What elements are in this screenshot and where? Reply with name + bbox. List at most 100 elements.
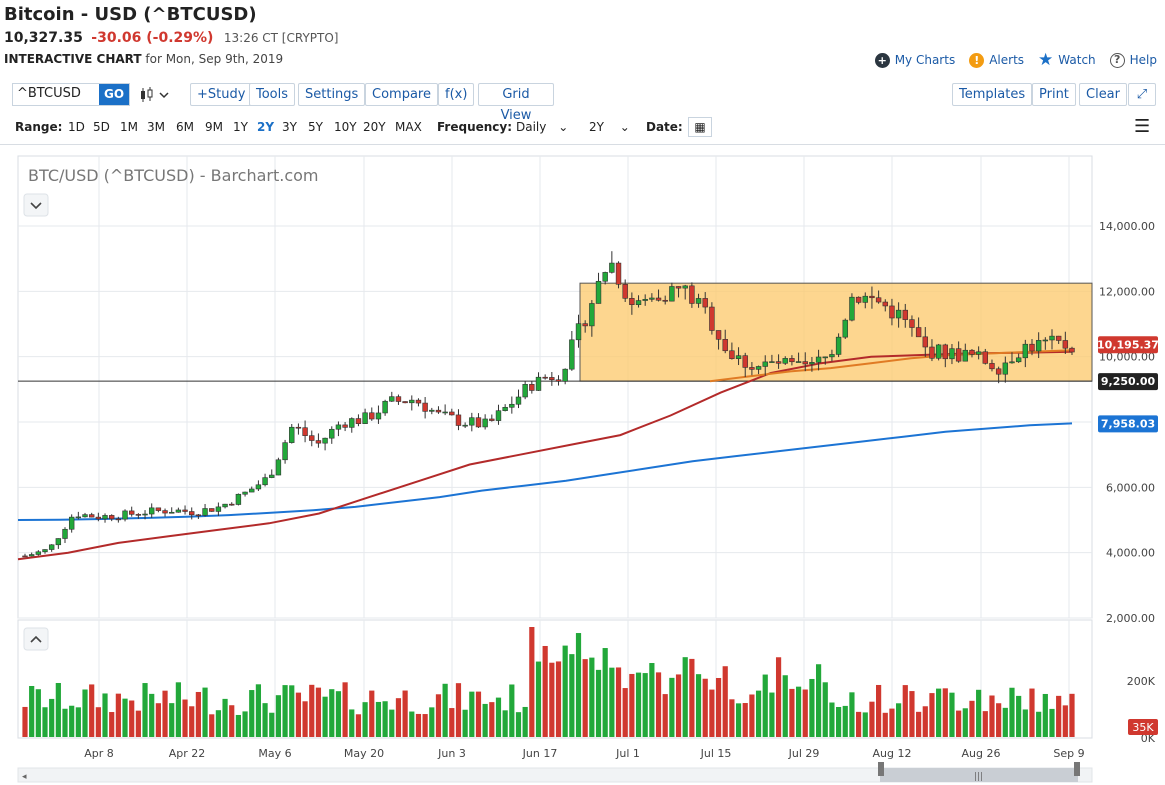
volume-bar [855,711,862,737]
volume-bar [122,698,128,737]
candle [549,372,555,386]
candle-body [515,396,522,405]
candle-body [449,411,455,416]
x-tick-label: Sep 9 [1053,747,1084,760]
candle-body [642,299,648,301]
date-picker[interactable]: ▦ [688,117,712,137]
candle-body [322,437,328,444]
range-label: Range: [15,120,63,134]
volume-bar [929,693,935,737]
volume-bar [169,703,175,737]
candle [715,330,722,350]
tools-button[interactable]: Tools [249,83,296,106]
study-button[interactable]: +Study [190,83,253,106]
candle [202,503,208,517]
volume-bar [402,690,408,737]
candle-body [909,319,915,328]
expand-volume-button[interactable] [23,627,49,651]
volume-bar [489,702,495,737]
volume-bar [322,696,328,737]
popout-button[interactable]: ⤢ [1128,83,1156,106]
candle [815,349,822,371]
volume-bar [335,691,342,737]
volume-bar [902,685,908,737]
candle [515,389,522,409]
scrollbar[interactable]: ◂ ||| [17,762,1093,783]
range-3y[interactable]: 3Y [282,120,297,134]
candle [42,549,48,554]
collapse-button[interactable] [23,193,49,217]
candle-body [915,327,922,338]
range-10y[interactable]: 10Y [334,120,357,134]
candle [375,405,382,424]
watch-link[interactable]: ★ Watch [1038,50,1096,70]
candle-body [455,414,462,426]
range-2y[interactable]: 2Y [257,120,275,134]
function-button[interactable]: f(x) [438,83,475,106]
symbol-input[interactable]: ^BTCUSD GO [12,83,130,106]
clear-button[interactable]: Clear [1079,83,1127,106]
grid-view-button[interactable]: Grid View [478,83,554,123]
range-5y[interactable]: 5Y [308,120,323,134]
candle [108,514,115,522]
volume-bar [942,688,948,737]
range-5d[interactable]: 5D [93,120,110,134]
settings-button[interactable]: Settings [298,83,366,106]
frequency-dropdown[interactable]: Daily ⌄ [516,120,568,134]
candle-body [602,272,608,282]
candle [182,505,188,515]
scroll-left-icon[interactable]: ◂ [22,772,27,782]
y-tick-label: 4,000.00 [1106,547,1155,560]
scroll-handle-right[interactable] [1074,762,1080,776]
scroll-handle-left[interactable] [878,762,884,776]
volume-bar [735,703,742,737]
templates-button[interactable]: Templates [952,83,1033,106]
volume-bar [962,708,968,737]
candle [462,422,468,429]
volume-bar [662,694,668,737]
watch-label: Watch [1058,53,1096,67]
range-9m[interactable]: 9M [205,120,223,134]
volume-bar [829,702,835,737]
candle [829,349,835,362]
range-max[interactable]: MAX [395,120,422,134]
candle-body [755,366,762,370]
volume-bar [222,698,228,737]
volume-bar [595,669,602,737]
alerts-link[interactable]: ! Alerts [969,50,1024,70]
volume-bar [235,714,242,737]
volume-bar [549,662,555,737]
my-charts-link[interactable]: + My Charts [874,50,955,70]
range-1m[interactable]: 1M [120,120,138,134]
y-tick-label: 2,000.00 [1106,612,1155,625]
candle [722,329,728,354]
volume-bar [876,684,882,737]
volume-bar [722,666,728,737]
candle-body [209,508,215,512]
go-button[interactable]: GO [99,84,129,105]
period-dropdown[interactable]: 2Y ⌄ [589,120,630,134]
range-6m[interactable]: 6M [176,120,194,134]
range-1y[interactable]: 1Y [233,120,248,134]
chart-type-dropdown[interactable] [138,86,178,104]
candle-body [789,358,795,363]
volume-bar [95,707,101,737]
price-chart[interactable]: BTC/USD (^BTCUSD) - Barchart.com 14,000.… [0,148,1165,785]
range-3m[interactable]: 3M [147,120,165,134]
range-20y[interactable]: 20Y [363,120,386,134]
scroll-thumb[interactable] [880,768,1078,782]
candle [635,295,642,308]
compare-button[interactable]: Compare [365,83,438,106]
candle-body [762,361,768,367]
range-1d[interactable]: 1D [68,120,85,134]
help-link[interactable]: ? Help [1109,50,1157,70]
volume-bar [255,684,262,737]
range-bar: Range: 1D 5D 1M 3M 6M 9M 1Y 2Y 3Y 5Y 10Y 20Y MAX Fre… [0,116,1165,140]
menu-icon[interactable]: ☰ [1134,116,1151,137]
volume-bar [782,675,788,737]
candle [542,374,548,380]
volume-bar [635,672,642,737]
candle-body [462,424,468,427]
print-button[interactable]: Print [1032,83,1076,106]
candle-body [622,284,628,299]
